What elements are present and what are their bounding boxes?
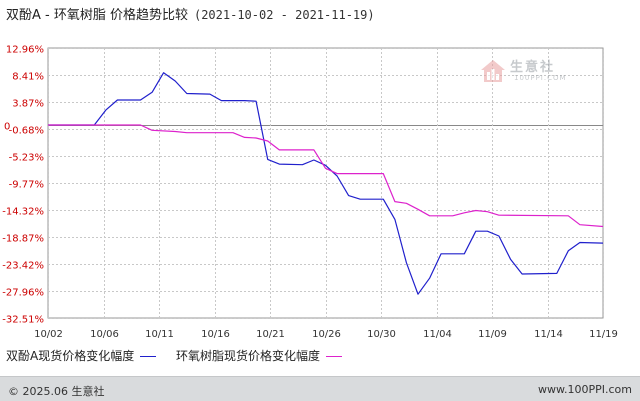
footer-copyright: © 2025.06 生意社 (8, 385, 105, 398)
y-tick-label: -14.32% (2, 207, 44, 218)
legend-swatch-series1 (140, 356, 157, 357)
watermark-sub: 100PPI.COM (514, 74, 567, 82)
x-tick-label: 11/14 (534, 329, 563, 340)
legend-label-series1: 双酚A现货价格变化幅度 (6, 349, 135, 363)
x-tick-label: 10/11 (145, 329, 174, 340)
x-tick-label: 10/02 (34, 329, 63, 340)
chart-legend: 双酚A现货价格变化幅度 环氧树脂现货价格变化幅度 (6, 347, 358, 364)
chart-date-range: (2021-10-02 - 2021-11-19) (193, 8, 375, 22)
y-tick-label: -5.23% (9, 153, 44, 164)
y-tick-label: 3.87% (12, 99, 44, 110)
chart-title: 双酚A - 环氧树脂 价格趋势比较 (2021-10-02 - 2021-11-1… (6, 4, 375, 23)
line-chart: 12.96% 8.41% 3.87% 0-0.68% -5.23% -9.77% -14.3… (2, 45, 618, 341)
series-line-1 (48, 72, 604, 295)
legend-item-series1: 双酚A现货价格变化幅度 (6, 347, 157, 364)
y-tick-label: -27.96% (2, 288, 44, 299)
y-tick-label: -0.68% (9, 126, 44, 137)
y-tick-label: 8.41% (12, 72, 44, 83)
y-tick-label: -23.42% (2, 261, 44, 272)
y-tick-label: -32.51% (2, 315, 44, 326)
axis-labels: 12.96% 8.41% 3.87% 0-0.68% -5.23% -9.77% -14.3… (2, 45, 618, 341)
y-tick-label: 0 (4, 122, 10, 133)
chart-grid (47, 47, 604, 319)
x-tick-label: 10/06 (90, 329, 119, 340)
house-icon (481, 60, 505, 82)
x-tick-label: 10/30 (367, 329, 396, 340)
footer-link[interactable]: www.100PPI.com (538, 383, 632, 396)
x-tick-label: 11/04 (423, 329, 452, 340)
chart-title-text: 双酚A - 环氧树脂 价格趋势比较 (6, 8, 188, 23)
x-tick-label: 11/09 (478, 329, 507, 340)
y-tick-label: -9.77% (9, 180, 44, 191)
legend-item-series2: 环氧树脂现货价格变化幅度 (176, 347, 343, 364)
watermark-text: 生意社 (510, 60, 556, 75)
x-tick-label: 10/16 (201, 329, 230, 340)
watermark-logo: 生意社 100PPI.COM (480, 54, 576, 88)
x-tick-label: 10/26 (312, 329, 341, 340)
y-tick-label: -18.87% (2, 234, 44, 245)
x-tick-label: 10/21 (256, 329, 285, 340)
x-tick-label: 11/19 (589, 329, 618, 340)
y-tick-label: 12.96% (6, 45, 44, 56)
series-line-2 (48, 124, 604, 228)
legend-label-series2: 环氧树脂现货价格变化幅度 (176, 349, 321, 363)
footer-bar: © 2025.06 生意社 www.100PPI.com (0, 376, 640, 401)
series-lines (48, 72, 604, 295)
legend-swatch-series2 (326, 356, 343, 357)
